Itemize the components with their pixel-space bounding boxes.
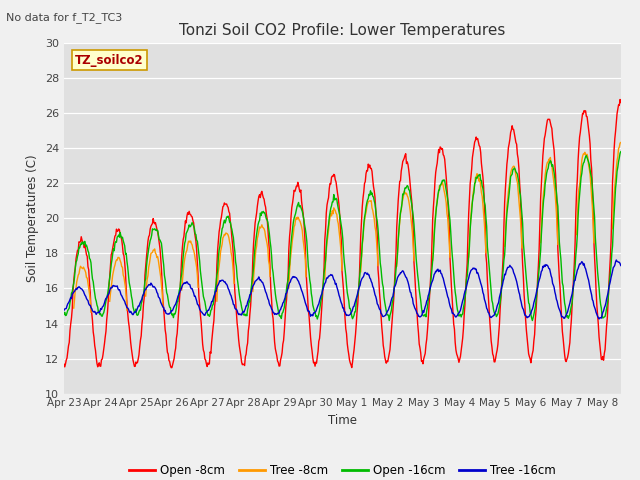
Text: TZ_soilco2: TZ_soilco2 bbox=[75, 54, 144, 67]
Open -8cm bbox=[60, 361, 68, 367]
Line: Tree -16cm: Tree -16cm bbox=[64, 260, 621, 319]
Tree -16cm bbox=[460, 296, 467, 301]
Open -16cm bbox=[63, 312, 70, 318]
Tree -8cm bbox=[473, 171, 481, 177]
Open -16cm bbox=[460, 305, 467, 311]
Open -16cm bbox=[60, 312, 68, 317]
Tree -16cm bbox=[617, 263, 625, 268]
Title: Tonzi Soil CO2 Profile: Lower Temperatures: Tonzi Soil CO2 Profile: Lower Temperatur… bbox=[179, 23, 506, 38]
Open -16cm bbox=[319, 286, 326, 291]
Open -8cm bbox=[319, 279, 327, 285]
Open -8cm bbox=[298, 204, 306, 210]
X-axis label: Time: Time bbox=[328, 414, 357, 427]
Open -16cm bbox=[617, 149, 625, 155]
Line: Tree -8cm: Tree -8cm bbox=[74, 143, 621, 312]
Tree -16cm bbox=[138, 296, 146, 302]
Open -8cm bbox=[617, 100, 625, 106]
Tree -16cm bbox=[612, 257, 620, 263]
Tree -16cm bbox=[298, 288, 305, 293]
Tree -16cm bbox=[319, 288, 326, 293]
Open -16cm bbox=[529, 318, 536, 324]
Open -8cm bbox=[460, 312, 468, 318]
Tree -16cm bbox=[63, 306, 70, 312]
Tree -16cm bbox=[473, 270, 481, 276]
Open -8cm bbox=[616, 96, 624, 102]
Line: Open -8cm: Open -8cm bbox=[64, 99, 621, 368]
Y-axis label: Soil Temperatures (C): Soil Temperatures (C) bbox=[26, 155, 39, 282]
Open -16cm bbox=[473, 176, 481, 181]
Open -16cm bbox=[298, 207, 305, 213]
Open -8cm bbox=[474, 136, 481, 142]
Tree -16cm bbox=[595, 316, 603, 322]
Open -8cm bbox=[167, 365, 175, 371]
Open -8cm bbox=[63, 357, 70, 363]
Tree -16cm bbox=[60, 307, 68, 313]
Open -16cm bbox=[138, 299, 146, 304]
Legend: Open -8cm, Tree -8cm, Open -16cm, Tree -16cm: Open -8cm, Tree -8cm, Open -16cm, Tree -… bbox=[124, 459, 561, 480]
Open -8cm bbox=[138, 322, 146, 327]
Line: Open -16cm: Open -16cm bbox=[64, 152, 621, 321]
Tree -8cm bbox=[298, 224, 305, 229]
Tree -8cm bbox=[617, 140, 625, 145]
Text: No data for f_T2_TC3: No data for f_T2_TC3 bbox=[6, 12, 123, 23]
